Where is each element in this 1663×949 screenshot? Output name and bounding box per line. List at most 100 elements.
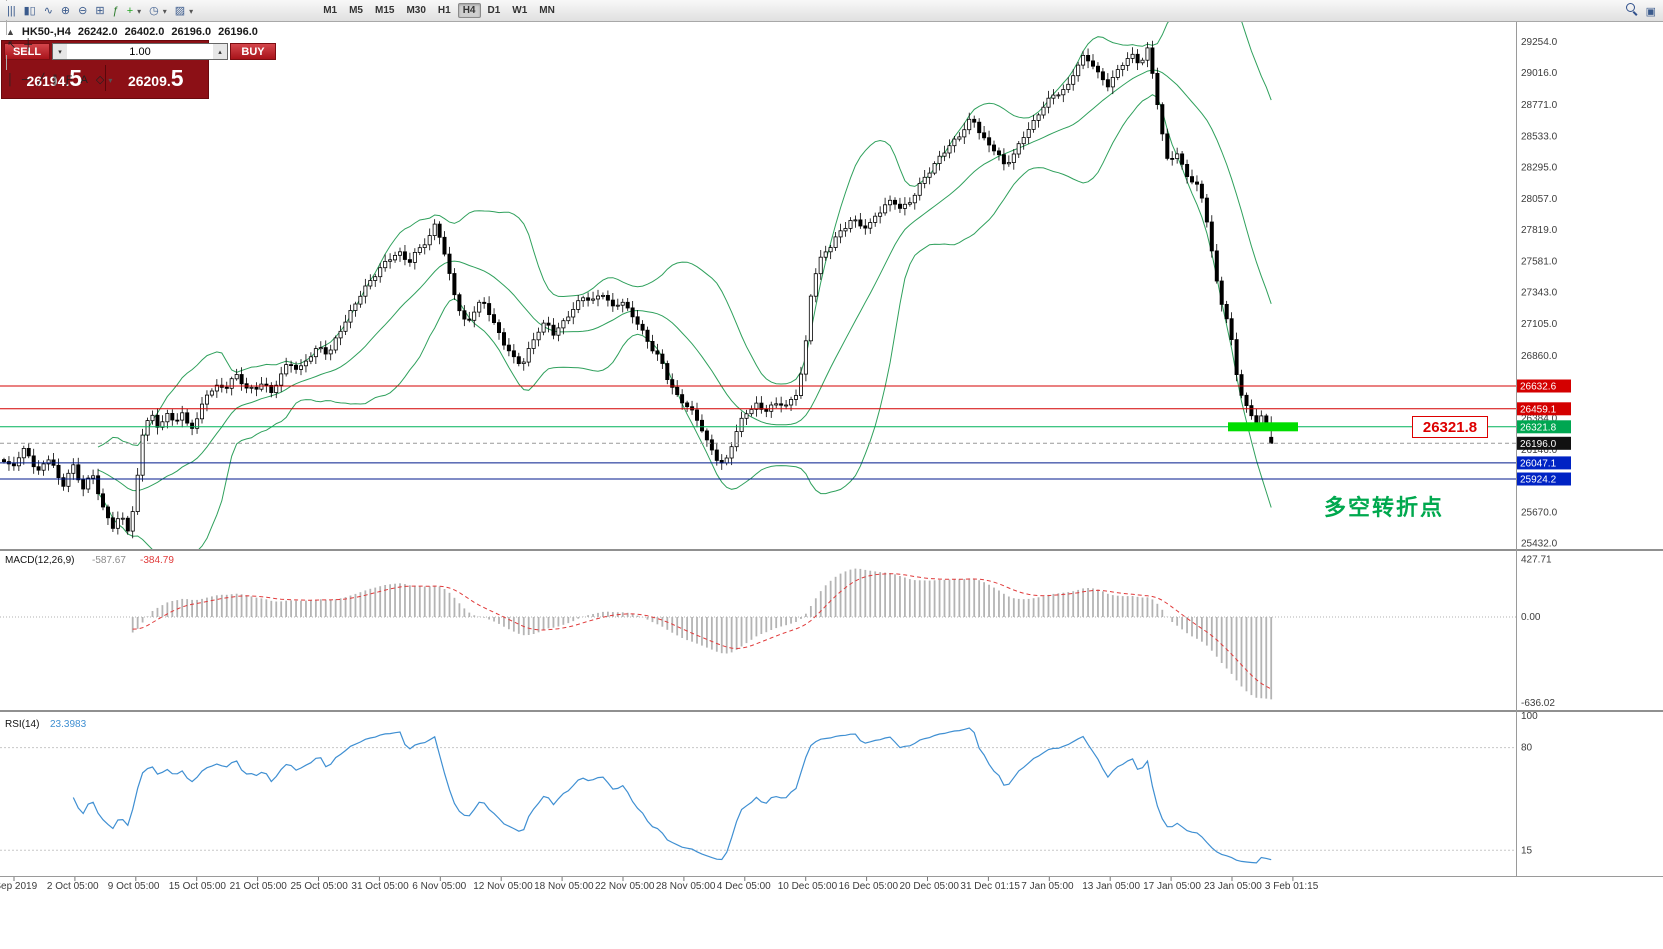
price-axis-badge bbox=[1517, 472, 1571, 486]
main-toolbar: ▤新订单▦▥◉▶自动交易|||▮▯∿⊕⊖⊞ƒ+▾◷▾▨▾↖┼│─╱∥ƑA◇▾ M… bbox=[0, 0, 1663, 85]
turning-point-annotation[interactable]: 多空转折点 bbox=[1324, 495, 1445, 520]
new-window-button[interactable]: ▣ bbox=[1642, 3, 1660, 21]
time-label: 22 Nov 05:00 bbox=[595, 881, 655, 892]
svg-text:27105.0: 27105.0 bbox=[1521, 319, 1558, 330]
crosshair-button[interactable]: ┼ bbox=[20, 37, 36, 55]
svg-text:26632.6: 26632.6 bbox=[1520, 381, 1557, 392]
template-button[interactable]: ▨ ▾ bbox=[171, 2, 197, 20]
line-chart-icon: ∿ bbox=[43, 4, 53, 17]
ohlc-close: 26196.0 bbox=[218, 26, 258, 38]
price-divider bbox=[104, 65, 106, 91]
cursor-icon: ↖ bbox=[7, 39, 17, 52]
timeframe-group: M1 M5 M15 M30 H1 H4 D1 W1 MN bbox=[317, 3, 561, 18]
candlestick-chart-button[interactable]: ▮▯ bbox=[20, 2, 40, 20]
bollinger-bands bbox=[97, 22, 1272, 549]
vertical-line-button[interactable]: │ bbox=[3, 71, 18, 89]
fibonacci-button[interactable]: Ƒ bbox=[62, 71, 77, 89]
text-button[interactable]: A bbox=[77, 71, 92, 89]
macd-signal-line bbox=[132, 573, 1272, 690]
timeframe-h1-button[interactable]: H1 bbox=[433, 3, 456, 18]
sell-button[interactable]: SELL bbox=[4, 43, 50, 60]
arrows-button[interactable]: ◇ ▾ bbox=[92, 71, 116, 89]
svg-text:25670.0: 25670.0 bbox=[1521, 507, 1558, 518]
timeframe-w1-button[interactable]: W1 bbox=[507, 3, 532, 18]
toolbar-separator bbox=[6, 54, 7, 70]
timeframe-m30-button[interactable]: M30 bbox=[401, 3, 430, 18]
arrows-icon: ◇ bbox=[95, 73, 105, 86]
timeframe-m5-button[interactable]: M5 bbox=[344, 3, 368, 18]
line-chart-button[interactable]: ∿ bbox=[40, 2, 57, 20]
indicators-button[interactable]: ƒ bbox=[109, 2, 123, 20]
svg-text:28057.0: 28057.0 bbox=[1521, 194, 1558, 205]
dropdown-arrow-icon: ▾ bbox=[162, 6, 167, 16]
volume-increase-button[interactable]: ▴ bbox=[213, 44, 227, 59]
macd-histogram bbox=[131, 568, 1273, 700]
svg-text:0.00: 0.00 bbox=[1521, 612, 1541, 623]
svg-text:29254.0: 29254.0 bbox=[1521, 37, 1558, 48]
time-label: 16 Dec 05:00 bbox=[839, 881, 899, 892]
new-window-icon: ▣ bbox=[1645, 5, 1656, 18]
volume-decrease-button[interactable]: ▾ bbox=[53, 44, 67, 59]
new-chart-button[interactable]: + ▾ bbox=[123, 2, 145, 20]
sell-price[interactable]: 26194. 5 bbox=[4, 65, 105, 92]
time-label: 21 Oct 05:00 bbox=[230, 881, 288, 892]
channel-icon: ∥ bbox=[52, 73, 58, 86]
svg-text:28533.0: 28533.0 bbox=[1521, 131, 1558, 142]
tile-windows-button[interactable]: ⊞ bbox=[91, 2, 108, 20]
svg-text:27343.0: 27343.0 bbox=[1521, 288, 1558, 299]
channel-button[interactable]: ∥ bbox=[48, 71, 62, 89]
timeframe-m15-button[interactable]: M15 bbox=[370, 3, 399, 18]
bar-chart-button[interactable]: ||| bbox=[3, 2, 20, 20]
time-label: 17 Jan 05:00 bbox=[1143, 881, 1201, 892]
period-icon: ◷ bbox=[149, 4, 159, 17]
timeframe-mn-button[interactable]: MN bbox=[534, 3, 560, 18]
horizontal-line-button[interactable]: ─ bbox=[18, 71, 34, 89]
highlight-zone-bar[interactable] bbox=[1228, 422, 1298, 432]
svg-text:100: 100 bbox=[1521, 711, 1538, 722]
search-icon bbox=[1625, 2, 1638, 15]
crosshair-icon: ┼ bbox=[24, 39, 33, 52]
svg-text:RSI(14): RSI(14) bbox=[5, 719, 39, 730]
svg-text:26146.0: 26146.0 bbox=[1521, 445, 1558, 456]
candlestick-chart-icon: ▮▯ bbox=[23, 4, 36, 17]
zoom-out-icon: ⊖ bbox=[78, 4, 88, 17]
svg-text:28295.0: 28295.0 bbox=[1521, 163, 1558, 174]
zoom-in-button[interactable]: ⊕ bbox=[57, 2, 74, 20]
horizontal-line-icon: ─ bbox=[21, 73, 30, 86]
toolbar-separator bbox=[6, 0, 7, 1]
svg-text:28771.0: 28771.0 bbox=[1521, 100, 1558, 111]
price-annotation-box[interactable]: 26321.8 bbox=[1412, 416, 1488, 438]
search-button[interactable] bbox=[1622, 0, 1642, 18]
ohlc-high: 26402.0 bbox=[124, 26, 165, 38]
ohlc-low: 26196.0 bbox=[171, 26, 212, 38]
time-label: 25 Oct 05:00 bbox=[291, 881, 349, 892]
bar-chart-icon: ||| bbox=[7, 4, 16, 17]
svg-text:25924.2: 25924.2 bbox=[1520, 475, 1557, 486]
time-label: 6 Nov 05:00 bbox=[412, 881, 466, 892]
buy-button[interactable]: BUY bbox=[230, 43, 276, 60]
time-label: 12 Nov 05:00 bbox=[473, 881, 533, 892]
new-chart-icon: + bbox=[126, 4, 134, 17]
dropdown-arrow-icon: ▾ bbox=[108, 75, 113, 85]
svg-text:80: 80 bbox=[1521, 743, 1533, 754]
trendline-button[interactable]: ╱ bbox=[34, 71, 49, 89]
timeframe-h4-button[interactable]: H4 bbox=[457, 3, 481, 18]
price-axis-badge bbox=[1517, 456, 1571, 470]
volume-input[interactable] bbox=[67, 44, 213, 59]
cursor-button[interactable]: ↖ bbox=[3, 37, 20, 55]
rsi-line bbox=[72, 727, 1272, 864]
time-label: 3 Feb 01:15 bbox=[1265, 881, 1319, 892]
buy-price[interactable]: 26209. 5 bbox=[106, 65, 207, 92]
svg-text:427.71: 427.71 bbox=[1521, 554, 1552, 565]
indicators-icon: ƒ bbox=[112, 4, 119, 17]
price-axis-badge bbox=[1517, 436, 1571, 450]
timeframe-d1-button[interactable]: D1 bbox=[483, 3, 506, 18]
period-button[interactable]: ◷ ▾ bbox=[145, 2, 171, 20]
ohlc-open: 26242.0 bbox=[77, 26, 118, 38]
timeframe-m1-button[interactable]: M1 bbox=[318, 3, 342, 18]
svg-text:25432.0: 25432.0 bbox=[1521, 539, 1558, 550]
one-click-panel-toggle-icon[interactable]: ▲ bbox=[6, 27, 15, 37]
zoom-out-button[interactable]: ⊖ bbox=[74, 2, 91, 20]
